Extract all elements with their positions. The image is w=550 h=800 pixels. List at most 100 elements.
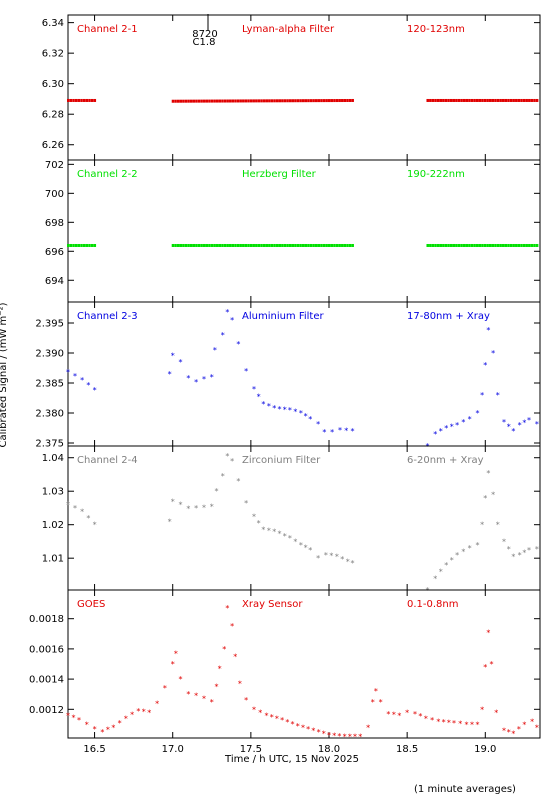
data-point (322, 99, 326, 103)
data-point (312, 243, 315, 247)
data-point (189, 99, 193, 103)
data-point: * (244, 696, 248, 705)
data-point (275, 243, 279, 247)
data-point (171, 243, 175, 247)
data-point (317, 243, 321, 247)
data-point: * (332, 731, 336, 740)
data-point: * (430, 716, 434, 725)
y-tick-label: 1.04 (42, 453, 64, 464)
data-point (330, 99, 334, 103)
data-point (343, 99, 347, 103)
data-point (338, 99, 341, 103)
data-point: * (397, 711, 401, 720)
data-point: * (348, 732, 352, 741)
data-point (496, 98, 500, 102)
data-point: * (496, 521, 500, 530)
data-point (197, 243, 201, 247)
data-point (429, 98, 432, 102)
data-point (460, 98, 463, 102)
data-point: * (225, 452, 229, 461)
data-point: * (299, 409, 303, 418)
data-point (322, 243, 326, 247)
band-label: 0.1-0.8nm (407, 599, 459, 610)
data-point (499, 98, 502, 102)
data-point (333, 243, 336, 247)
data-point (218, 99, 222, 103)
data-point: * (236, 340, 240, 349)
data-point (470, 243, 474, 247)
data-point (234, 99, 237, 103)
data-point (525, 98, 528, 102)
data-point (171, 99, 175, 103)
data-point: * (230, 316, 234, 325)
data-point (231, 243, 235, 247)
data-point: * (535, 723, 539, 732)
data-point: * (486, 326, 490, 335)
data-point (499, 243, 502, 247)
data-point: * (85, 720, 89, 729)
y-tick-label: 6.32 (42, 49, 64, 60)
data-point: * (330, 428, 334, 437)
data-point (483, 243, 487, 247)
data-point: * (507, 423, 511, 432)
data-point (192, 99, 196, 103)
data-point (426, 243, 429, 247)
data-point: * (486, 628, 490, 637)
data-point (213, 99, 216, 103)
data-point: * (480, 705, 484, 714)
data-point: * (168, 370, 172, 379)
data-point: * (214, 487, 218, 496)
data-point (184, 243, 188, 247)
data-point (74, 243, 78, 247)
data-point: * (301, 723, 305, 732)
data-point (507, 243, 510, 247)
channel-label: GOES (77, 599, 105, 610)
data-point: * (136, 707, 140, 716)
data-point (512, 243, 515, 247)
data-point: * (511, 729, 515, 738)
data-point: * (494, 708, 498, 717)
data-point (444, 243, 448, 247)
data-point: * (337, 732, 341, 741)
data-point: * (455, 551, 459, 560)
data-point: * (210, 502, 214, 511)
data-point: * (447, 718, 451, 727)
data-point: * (272, 404, 276, 413)
data-point (223, 99, 227, 103)
data-point (236, 99, 240, 103)
y-tick-label: 0.0014 (29, 675, 64, 686)
data-point (239, 243, 242, 247)
data-point (242, 99, 245, 103)
data-point: * (374, 687, 378, 696)
data-point (520, 98, 523, 102)
y-tick-label: 2.395 (35, 319, 64, 330)
data-point (320, 99, 323, 103)
data-point: * (202, 503, 206, 512)
data-point (507, 98, 510, 102)
data-point (442, 98, 445, 102)
data-point: * (168, 517, 172, 526)
data-point: * (491, 491, 495, 500)
data-point: * (308, 415, 312, 424)
data-point: * (358, 732, 362, 741)
data-point (301, 99, 305, 103)
data-point (488, 243, 492, 247)
panel-frame (67, 301, 541, 447)
data-point: * (444, 424, 448, 433)
y-tick-label: 696 (45, 247, 64, 258)
data-point (265, 99, 268, 103)
data-point: * (225, 308, 229, 317)
data-point: * (163, 684, 167, 693)
data-point: * (344, 426, 348, 435)
data-point: * (444, 561, 448, 570)
data-point: * (392, 711, 396, 720)
data-point: * (230, 622, 234, 631)
data-point (447, 243, 450, 247)
x-axis-title: Time / h UTC, 15 Nov 2025 (224, 754, 359, 765)
data-point (281, 99, 284, 103)
data-point (488, 98, 492, 102)
data-point: * (507, 728, 511, 737)
data-point (231, 99, 235, 103)
data-point: * (288, 534, 292, 543)
data-point (281, 243, 284, 247)
